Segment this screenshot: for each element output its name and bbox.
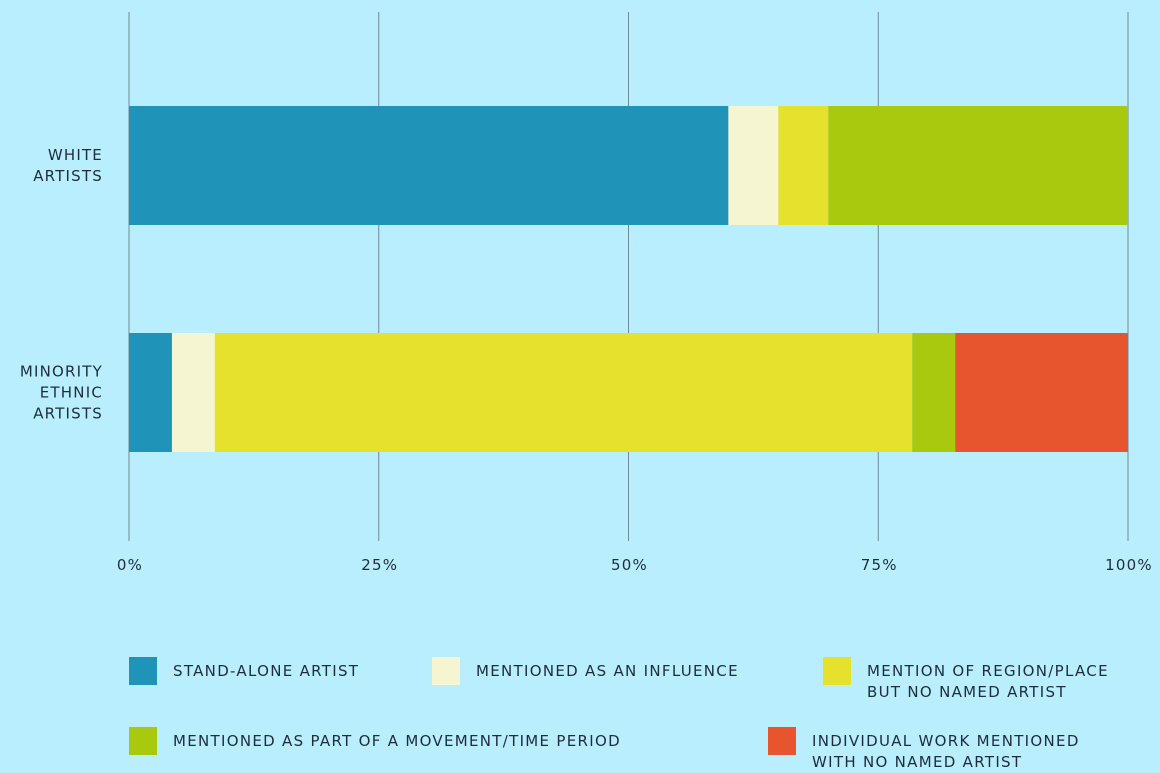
x-tick-label: 50% <box>611 556 648 574</box>
bar-segment <box>129 333 172 452</box>
category-labels: WHITE ARTISTS MINORITY ETHNIC ARTISTS <box>20 146 103 423</box>
x-tick-labels: 0% 25% 50% 75% 100% <box>117 556 1153 574</box>
bar-segment <box>129 106 729 225</box>
bar-segment <box>828 106 1128 225</box>
category-label: WHITE ARTISTS <box>33 146 103 185</box>
x-tick-label: 75% <box>861 556 898 574</box>
category-label: MINORITY ETHNIC ARTISTS <box>20 363 103 423</box>
bar-segment <box>955 333 1128 452</box>
bar-segments <box>129 106 1128 452</box>
grid-lines <box>128 12 1129 541</box>
bar-segment <box>912 333 956 452</box>
bar-segment <box>171 333 215 452</box>
x-tick-label: 0% <box>117 556 143 574</box>
bar-segment <box>778 106 829 225</box>
x-tick-label: 100% <box>1105 556 1153 574</box>
x-tick-label: 25% <box>361 556 398 574</box>
bar-segment <box>214 333 913 452</box>
bar-segment <box>728 106 779 225</box>
